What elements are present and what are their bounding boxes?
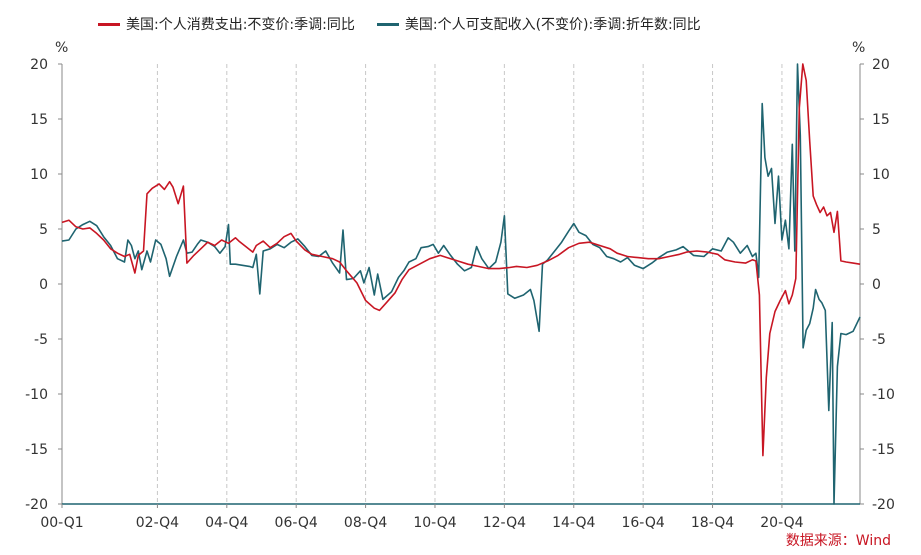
y-tick-label-right: -5 — [872, 332, 886, 348]
y-tick-label-right: -10 — [872, 387, 895, 403]
x-tick-label: 20-Q4 — [760, 515, 803, 531]
y-tick-label-left: -20 — [25, 497, 48, 513]
series-line-1 — [61, 63, 861, 457]
y-tick-label-right: 20 — [872, 57, 890, 73]
y-tick-label-right: -15 — [872, 442, 895, 458]
x-tick-label: 04-Q4 — [205, 515, 248, 531]
y-tick-label-left: 0 — [39, 277, 48, 293]
y-tick-label-left: 15 — [30, 112, 48, 128]
legend-swatch-series1 — [98, 22, 120, 26]
y-tick-label-left: -15 — [25, 442, 48, 458]
y-tick-label-right: 0 — [872, 277, 881, 293]
legend: 美国:个人消费支出:不变价:季调:同比 美国:个人可支配收入(不变价):季调:折… — [98, 14, 701, 34]
y-tick-label-left: 20 — [30, 57, 48, 73]
y-tick-label-left: -5 — [34, 332, 48, 348]
series-line-2 — [61, 63, 861, 505]
y-tick-label-left: -10 — [25, 387, 48, 403]
legend-item-series2: 美国:个人可支配收入(不变价):季调:折年数:同比 — [376, 14, 701, 34]
legend-label-series2: 美国:个人可支配收入(不变价):季调:折年数:同比 — [404, 17, 701, 33]
y-tick-label-right: -20 — [872, 497, 895, 513]
source-note: 数据来源：Wind — [785, 533, 891, 549]
legend-swatch-series2 — [376, 22, 399, 26]
legend-item-series1: 美国:个人消费支出:不变价:季调:同比 — [98, 14, 355, 34]
x-tick-label: 10-Q4 — [413, 515, 456, 531]
y-tick-label-left: 5 — [39, 222, 48, 238]
legend-label-series1: 美国:个人消费支出:不变价:季调:同比 — [126, 17, 355, 33]
x-tick-label: 02-Q4 — [136, 515, 179, 531]
x-tick-label: 14-Q4 — [552, 515, 595, 531]
y-tick-label-right: 5 — [872, 222, 881, 238]
x-tick-label: 08-Q4 — [344, 515, 387, 531]
x-tick-label: 12-Q4 — [483, 515, 526, 531]
y-tick-label-left: 10 — [30, 167, 48, 183]
y-tick-label-right: 10 — [872, 167, 890, 183]
y-tick-label-right: 15 — [872, 112, 890, 128]
x-tick-label: 06-Q4 — [275, 515, 318, 531]
y-unit-right: % — [852, 40, 866, 56]
x-tick-label: 18-Q4 — [691, 515, 734, 531]
x-tick-label: 16-Q4 — [621, 515, 664, 531]
x-tick-label: 00-Q1 — [40, 515, 83, 531]
y-unit-left: % — [55, 40, 69, 56]
